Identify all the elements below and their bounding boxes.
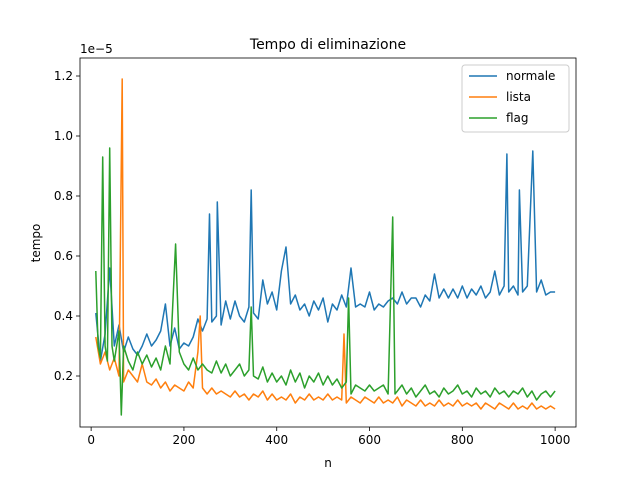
x-tick-label: 0 bbox=[87, 433, 95, 447]
x-tick-label: 1000 bbox=[540, 433, 571, 447]
y-tick-label: 1.0 bbox=[54, 129, 73, 143]
x-tick-label: 200 bbox=[172, 433, 195, 447]
x-tick-label: 600 bbox=[358, 433, 381, 447]
legend-label-lista: lista bbox=[506, 90, 531, 104]
axes-frame bbox=[79, 57, 577, 428]
y-tick-label: 0.6 bbox=[54, 249, 73, 263]
chart-title: Tempo di eliminazione bbox=[249, 37, 406, 53]
x-axis-label: n bbox=[324, 456, 332, 470]
y-offset-label: 1e−5 bbox=[80, 42, 113, 56]
series-line-normale bbox=[95, 150, 556, 362]
plot-area bbox=[95, 78, 556, 416]
legend-box bbox=[461, 64, 570, 133]
y-tick-label: 0.2 bbox=[54, 369, 73, 383]
y-tick-label: 0.8 bbox=[54, 189, 73, 203]
x-tick-label: 400 bbox=[265, 433, 288, 447]
legend-label-normale: normale bbox=[506, 69, 555, 83]
legend: normale lista flag bbox=[461, 64, 570, 133]
y-axis-ticks: 0.2 0.4 0.6 0.8 1.0 1.2 bbox=[54, 69, 80, 383]
y-tick-label: 0.4 bbox=[54, 309, 73, 323]
y-axis-label: tempo bbox=[29, 224, 43, 263]
series-line-lista bbox=[95, 78, 556, 410]
x-tick-label: 800 bbox=[451, 433, 474, 447]
legend-label-flag: flag bbox=[506, 111, 529, 125]
x-axis-ticks: 0 200 400 600 800 1000 bbox=[87, 427, 570, 447]
y-tick-label: 1.2 bbox=[54, 69, 73, 83]
series-line-flag bbox=[95, 147, 556, 416]
